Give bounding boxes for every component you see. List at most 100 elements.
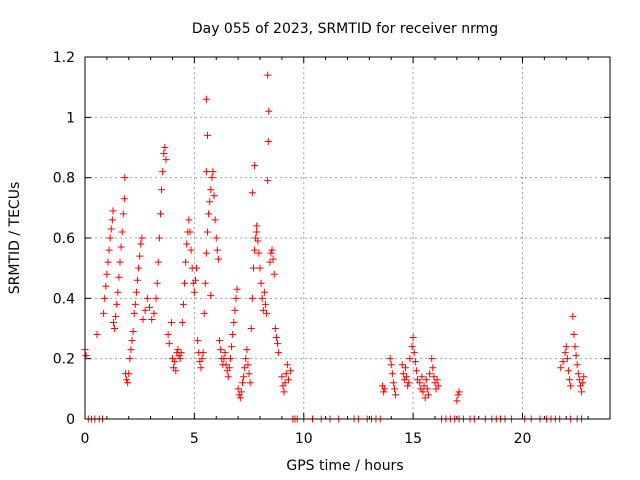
data-point [159,168,167,176]
data-point [428,355,436,363]
data-point [418,373,426,381]
data-point [403,373,411,381]
data-point [185,216,193,224]
data-point [391,385,399,393]
data-point [245,370,253,378]
data-point [422,376,430,384]
data-point [284,376,292,384]
data-point [266,258,274,266]
data-point [107,225,115,233]
data-point [162,156,170,164]
data-point [254,237,262,245]
data-point [423,385,431,393]
data-point [154,258,162,266]
data-point [237,388,245,396]
x-tick-label: 5 [190,431,199,447]
data-point [257,279,265,287]
data-point [388,370,396,378]
data-point [179,300,187,308]
data-point [125,370,133,378]
data-point [224,373,232,381]
data-point [387,361,395,369]
data-point [183,240,191,248]
data-point [569,312,577,320]
data-point [134,276,141,284]
data-point [260,288,268,296]
y-axis-label: SRMTID / TECUs [7,182,23,295]
data-point [138,234,146,242]
data-point [406,355,414,363]
data-point [562,343,570,351]
data-point [161,144,169,151]
data-point [82,352,90,360]
grid-lines [85,57,610,419]
y-tick-label: 0.4 [53,291,75,307]
data-point [434,382,442,390]
data-point [191,276,199,284]
data-point [386,355,394,363]
data-point [176,355,184,363]
data-point [398,361,406,369]
data-point [150,309,158,317]
data-point [141,306,149,314]
data-point [115,273,123,281]
data-point [207,291,215,299]
data-point [213,246,221,254]
data-point [202,168,210,176]
data-point [102,282,110,290]
data-point [282,370,290,378]
data-point [199,349,207,357]
data-point [272,334,280,342]
data-point [121,174,129,182]
data-point [206,198,214,206]
data-point [136,252,144,260]
data-point [424,391,432,399]
data-point [557,364,565,372]
data-point [182,258,190,266]
data-point [106,234,114,242]
data-point [137,240,145,248]
data-point [209,168,217,176]
x-tick-label: 0 [81,431,90,447]
data-point [210,192,218,200]
data-point [128,337,136,345]
data-point [124,379,132,387]
data-point [200,309,208,317]
data-point [258,294,266,302]
data-point [421,394,429,402]
data-point [119,210,127,218]
data-point [117,243,125,251]
data-point [404,382,412,390]
data-point [158,186,166,194]
data-point [226,355,234,363]
data-point [563,355,571,363]
data-point [281,379,289,387]
data-point [232,294,240,302]
data-point [559,358,567,366]
data-point [399,370,407,378]
data-point [567,382,575,390]
data-point [453,397,461,405]
data-point [255,249,263,257]
data-point [429,364,437,372]
data-point [132,288,140,296]
data-point [129,328,137,336]
data-point [280,388,288,396]
data-point [194,337,202,345]
data-point [412,367,420,375]
data-point [409,334,417,342]
data-point [416,379,424,387]
data-point [268,246,276,254]
data-point [410,349,418,357]
data-point [113,300,121,308]
data-point [152,294,160,302]
data-point [573,361,581,369]
data-point [419,388,427,396]
data-point [212,234,220,242]
data-point [193,264,201,272]
data-point [230,318,238,326]
data-point [251,162,259,170]
data-point [267,249,275,257]
data-point [270,270,278,278]
